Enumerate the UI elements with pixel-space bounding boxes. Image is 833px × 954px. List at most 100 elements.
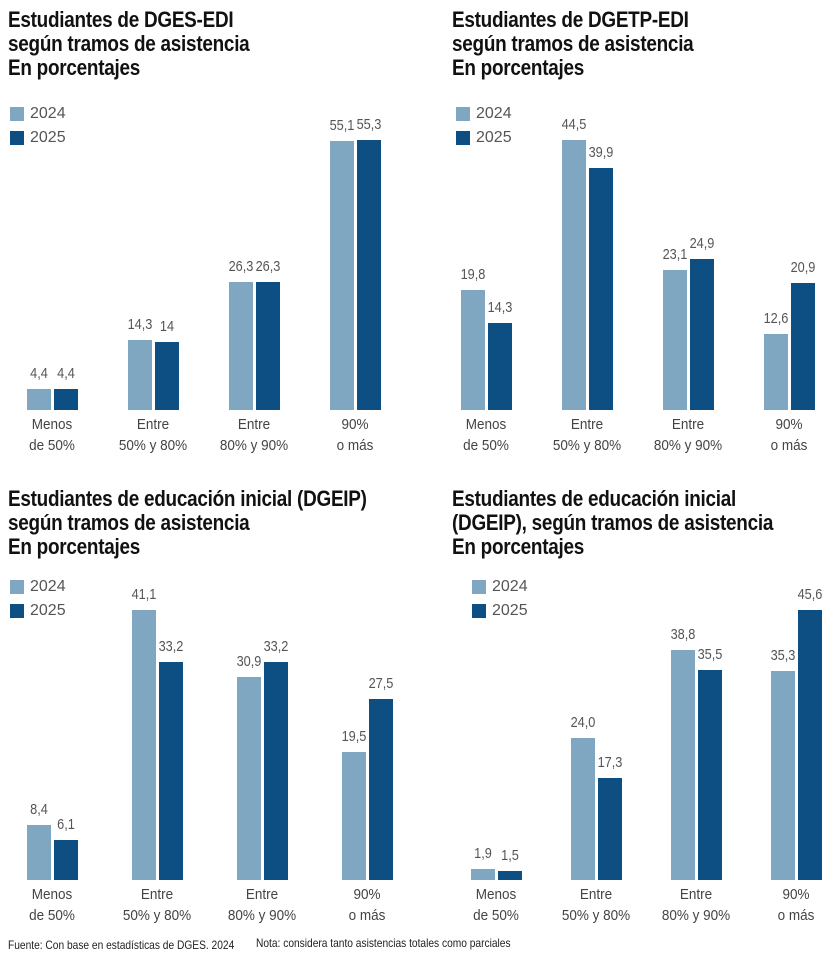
legend-swatch [472,604,486,618]
legend-swatch [10,604,24,618]
value-label: 26,3 [228,257,253,275]
value-label: 14,3 [127,316,152,334]
bar [127,340,152,410]
chart-panel: Estudiantes de educación inicial (DGEIP)… [0,479,416,954]
x-tick-label: Menos de 50% [463,416,509,454]
x-tick-label: 90% o más [348,886,386,924]
value-label: 39,9 [588,143,613,161]
legend-swatch [10,107,24,121]
x-tick-label: 90% o más [770,416,808,454]
value-label: 12,6 [763,309,788,327]
value-label: 35,3 [770,646,795,664]
bar [236,677,261,880]
legend-swatch [456,131,470,145]
bar [588,167,613,410]
bar [255,281,280,410]
value-label: 4,4 [56,364,75,382]
bar [53,839,78,880]
legend-label: 2025 [30,602,66,619]
x-tick-label: Entre 50% y 80% [552,416,622,454]
note: Nota: considera tanto asistencias totale… [256,936,511,950]
x-tick-label: Entre 50% y 80% [118,416,188,454]
value-label: 33,2 [263,637,288,655]
bar [697,669,722,880]
bar [53,388,78,410]
bar [470,868,495,880]
legend-label: 2024 [30,578,66,595]
chart-panel: Estudiantes de DGES-EDI según tramos de … [0,0,416,475]
value-label: 55,1 [329,116,354,134]
bar [689,258,714,410]
value-label: 19,5 [341,727,366,745]
chart-subtitle: En porcentajes [8,55,141,80]
x-tick-label: Entre 80% y 90% [227,886,297,924]
value-label: 24,0 [570,713,595,731]
legend-swatch [10,580,24,594]
bar [368,699,393,880]
value-label: 55,3 [356,116,381,133]
bar [131,610,156,880]
bar [329,140,354,410]
legend-swatch [456,107,470,121]
x-tick-label: Entre 50% y 80% [122,886,192,924]
bar [228,281,253,410]
value-label: 44,5 [561,116,586,133]
bar [797,610,822,880]
legend-swatch [10,131,24,145]
value-label: 4,4 [29,364,48,382]
value-label: 33,2 [158,637,183,655]
bar [460,289,485,410]
legend-label: 2025 [476,129,512,146]
value-label: 8,4 [29,800,48,818]
value-label: 27,5 [368,675,393,693]
x-tick-label: Entre 80% y 90% [219,416,289,454]
bar [26,824,51,880]
legend-label: 2025 [30,129,66,146]
bar [154,341,179,410]
bar [670,650,695,880]
chart-subtitle: En porcentajes [452,55,585,80]
bar [570,737,595,880]
bar [26,388,51,410]
bar [662,269,687,410]
value-label: 6,1 [56,815,75,833]
bar [561,140,586,410]
chart-title: Estudiantes de educación inicial (DGEIP)… [452,486,774,535]
x-tick-label: Menos de 50% [29,886,75,924]
chart-subtitle: En porcentajes [452,534,585,559]
value-label: 1,5 [500,847,519,865]
chart-title: Estudiantes de educación inicial (DGEIP)… [8,486,367,535]
bar [158,661,183,880]
bar [341,751,366,880]
x-tick-label: Menos de 50% [29,416,75,454]
chart-panel: Estudiantes de DGETP-EDI según tramos de… [416,0,832,475]
x-tick-label: Menos de 50% [473,886,519,924]
value-label: 23,1 [662,245,687,263]
legend-label: 2024 [492,578,528,595]
value-label: 45,6 [797,586,822,603]
value-label: 17,3 [597,753,622,771]
chart-panel: Estudiantes de educación inicial (DGEIP)… [416,479,832,954]
bar [263,661,288,880]
legend-label: 2024 [30,105,66,122]
bar [497,871,522,880]
chart-title: Estudiantes de DGETP-EDI según tramos de… [452,7,694,56]
legend-label: 2025 [492,602,528,619]
legend-swatch [472,580,486,594]
chart-subtitle: En porcentajes [8,534,141,559]
x-tick-label: 90% o más [336,416,374,454]
x-tick-label: 90% o más [777,886,815,924]
chart-title: Estudiantes de DGES-EDI según tramos de … [8,7,250,56]
value-label: 26,3 [255,257,280,275]
bar [790,283,815,410]
value-label: 38,8 [670,626,695,644]
bar [763,333,788,410]
value-label: 14 [159,317,174,335]
value-label: 20,9 [790,259,815,277]
value-label: 24,9 [689,234,714,252]
value-label: 14,3 [487,299,512,317]
x-tick-label: Entre 80% y 90% [653,416,723,454]
value-label: 1,9 [473,844,492,862]
x-tick-label: Entre 50% y 80% [561,886,631,924]
